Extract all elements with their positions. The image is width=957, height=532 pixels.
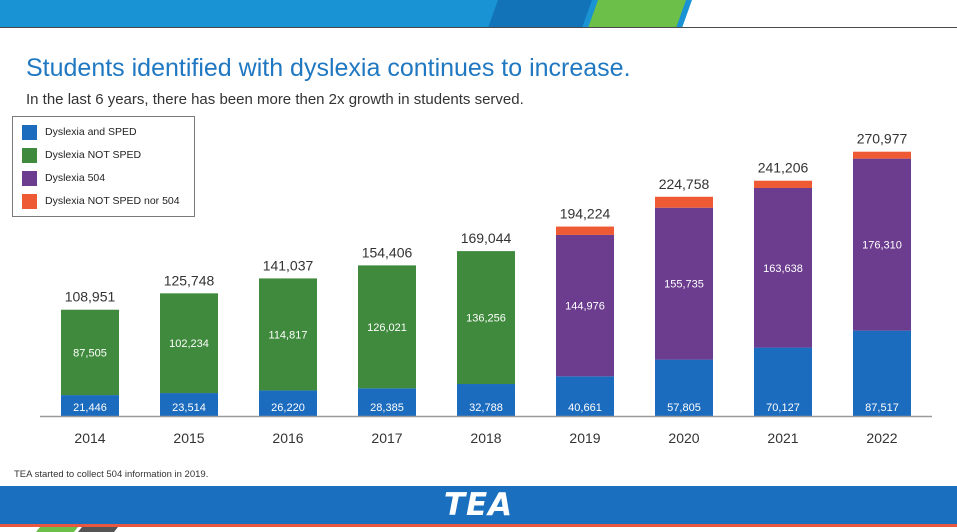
legend-item: Dyslexia 504 [22,170,105,186]
data-label-2018-series-2: 136,256 [466,313,506,325]
data-label-2014-series-2: 87,505 [73,347,107,359]
footer-red-line [0,524,957,527]
x-tick-label-2017: 2017 [371,430,402,446]
data-label-2017-series-1: 28,385 [370,402,404,414]
data-label-2015-series-2: 102,234 [169,338,209,350]
bar-2017-series-2 [358,265,416,389]
bar-2021-series-1 [754,347,812,416]
x-tick-label-2018: 2018 [470,430,501,446]
bar-2020-series-1 [655,359,713,416]
total-label-2018: 169,044 [461,230,512,246]
header-white-area [682,0,957,28]
data-label-2021-series-3: 163,638 [763,263,803,275]
total-label-2019: 194,224 [560,206,611,222]
footer-dark-mark [78,527,118,532]
bar-2016-series-1 [259,390,317,416]
data-label-2020-series-1: 57,805 [667,402,701,414]
footer-blue-band [0,486,957,524]
x-tick-label-2019: 2019 [569,430,600,446]
bar-2015-series-1 [160,393,218,416]
bar-2019-series-3 [556,234,614,377]
bar-2021-series-4 [754,180,812,188]
bar-2020-series-4 [655,196,713,208]
legend-swatch [22,124,37,140]
legend-swatch [22,193,37,209]
data-label-2014-series-1: 21,446 [73,402,107,414]
total-label-2020: 224,758 [659,176,710,192]
data-label-2016-series-2: 114,817 [269,329,308,341]
data-label-2019-series-1: 40,661 [568,402,602,414]
legend-item: Dyslexia NOT SPED nor 504 [22,193,180,209]
x-tick-label-2021: 2021 [767,430,798,446]
bar-2021-series-3 [754,187,812,348]
legend-label: Dyslexia NOT SPED [45,149,142,161]
x-tick-label-2020: 2020 [668,430,699,446]
bar-2018-series-2 [457,251,515,385]
data-label-2021-series-1: 70,127 [766,402,800,414]
legend-label: Dyslexia 504 [45,172,106,184]
stacked-bar-chart: 21,446 87,505 108,951 2014 23,514 102,234 125,… [40,131,932,446]
bar-2022-series-4 [853,151,911,159]
total-label-2021: 241,206 [758,160,809,176]
header-banner [0,0,957,28]
x-tick-label-2014: 2014 [74,430,105,446]
page-title: Students identified with dyslexia contin… [26,54,631,82]
total-label-2016: 141,037 [263,257,314,273]
data-label-2019-series-3: 144,976 [565,301,605,313]
footer-green-mark [36,527,78,532]
bar-2019-series-4 [556,226,614,235]
bar-2017-series-1 [358,388,416,416]
header-dark-stripe [488,0,592,28]
x-tick-label-2022: 2022 [866,430,897,446]
data-label-2016-series-1: 26,220 [271,402,305,414]
data-label-2020-series-3: 155,735 [664,279,704,291]
legend-item: Dyslexia NOT SPED [22,147,141,163]
bar-2018-series-1 [457,384,515,416]
data-label-2022-series-3: 176,310 [862,240,902,252]
legend-swatch [22,147,37,163]
tea-logo: TEA [443,487,514,523]
bar-2019-series-1 [556,376,614,416]
x-tick-label-2016: 2016 [272,430,303,446]
bar-2020-series-3 [655,207,713,360]
bar-2014-series-2 [61,309,119,396]
chart-legend: Dyslexia and SPED Dyslexia NOT SPED Dyslex… [12,116,195,217]
x-tick-label-2015: 2015 [173,430,204,446]
header-green-stripe [588,0,686,28]
total-label-2022: 270,977 [857,131,908,147]
legend-label: Dyslexia and SPED [45,126,137,138]
bar-2016-series-2 [259,278,317,391]
total-label-2017: 154,406 [362,244,413,260]
legend-item: Dyslexia and SPED [22,124,137,140]
footnote: TEA started to collect 504 information i… [14,469,209,480]
data-label-2017-series-2: 126,021 [367,322,407,334]
footer-banner [0,486,957,532]
legend-label: Dyslexia NOT SPED nor 504 [45,195,180,207]
data-label-2018-series-1: 32,788 [469,402,503,414]
total-label-2015: 125,748 [164,272,215,288]
bar-2022-series-1 [853,330,911,416]
data-label-2015-series-1: 23,514 [172,402,206,414]
page-subtitle: In the last 6 years, there has been more… [26,91,524,108]
bar-2015-series-2 [160,293,218,394]
total-label-2014: 108,951 [65,289,116,305]
bar-2022-series-3 [853,158,911,331]
legend-swatch [22,170,37,186]
bar-2014-series-1 [61,395,119,416]
data-label-2022-series-1: 87,517 [865,402,899,414]
